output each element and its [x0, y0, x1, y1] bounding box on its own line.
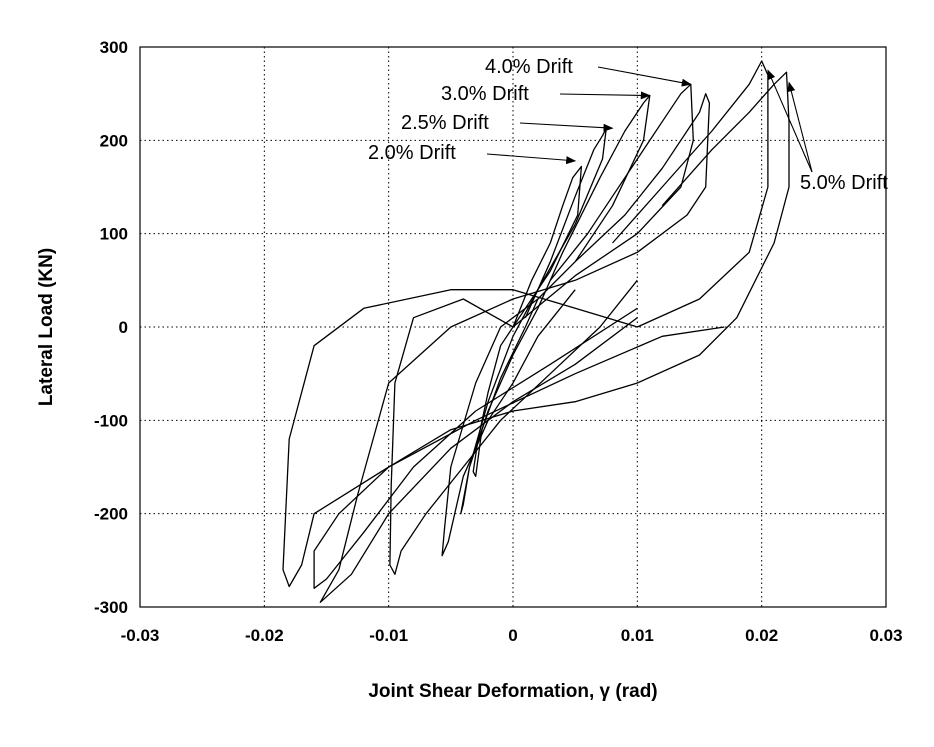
- tick-labels: -0.03 -0.02 -0.01 0 0.01 0.02 0.03 -300 -200 -100…: [94, 38, 903, 645]
- x-tick-label: -0.02: [245, 626, 284, 645]
- x-tick-label: -0.01: [369, 626, 408, 645]
- x-tick-label: 0.02: [745, 626, 778, 645]
- y-tick-label: -200: [94, 505, 128, 524]
- y-tick-label: -300: [94, 598, 128, 617]
- drift-arrow: [787, 81, 813, 173]
- x-tick-label: 0: [508, 626, 517, 645]
- loop-series: [460, 127, 607, 515]
- drift-label: 2.5% Drift: [401, 112, 489, 134]
- drift-label: 5.0% Drift: [800, 172, 888, 194]
- drift-arrow: [767, 69, 813, 173]
- y-axis-title: Lateral Load (KN): [36, 248, 57, 406]
- loop-series: [319, 93, 711, 603]
- y-tick-label: 0: [119, 318, 128, 337]
- y-tick-label: -100: [94, 411, 128, 430]
- y-tick-label: 300: [100, 38, 128, 57]
- drift-arrow: [597, 66, 692, 87]
- drift-label: 3.0% Drift: [441, 83, 529, 105]
- loop-series: [282, 60, 769, 588]
- x-tick-label: -0.03: [121, 626, 160, 645]
- x-tick-label: 0.03: [869, 626, 902, 645]
- x-axis-title: Joint Shear Deformation, γ (rad): [368, 681, 657, 702]
- loop-series: [441, 94, 651, 557]
- hysteresis-loops: [282, 60, 790, 603]
- y-tick-label: 200: [100, 131, 128, 150]
- y-tick-label: 100: [100, 225, 128, 244]
- plot-frame: [139, 46, 887, 608]
- drift-arrow: [486, 153, 577, 165]
- loop-series: [389, 83, 694, 575]
- drift-arrow: [559, 91, 651, 100]
- drift-label: 4.0% Drift: [485, 56, 573, 78]
- drift-annotations: 4.0% Drift 3.0% Drift 2.5% Drift 2.0% Drift…: [368, 56, 888, 194]
- loop-series: [313, 71, 790, 589]
- drift-label: 2.0% Drift: [368, 142, 456, 164]
- drift-arrow: [519, 122, 614, 132]
- x-tick-label: 0.01: [621, 626, 654, 645]
- loop-series: [472, 165, 583, 477]
